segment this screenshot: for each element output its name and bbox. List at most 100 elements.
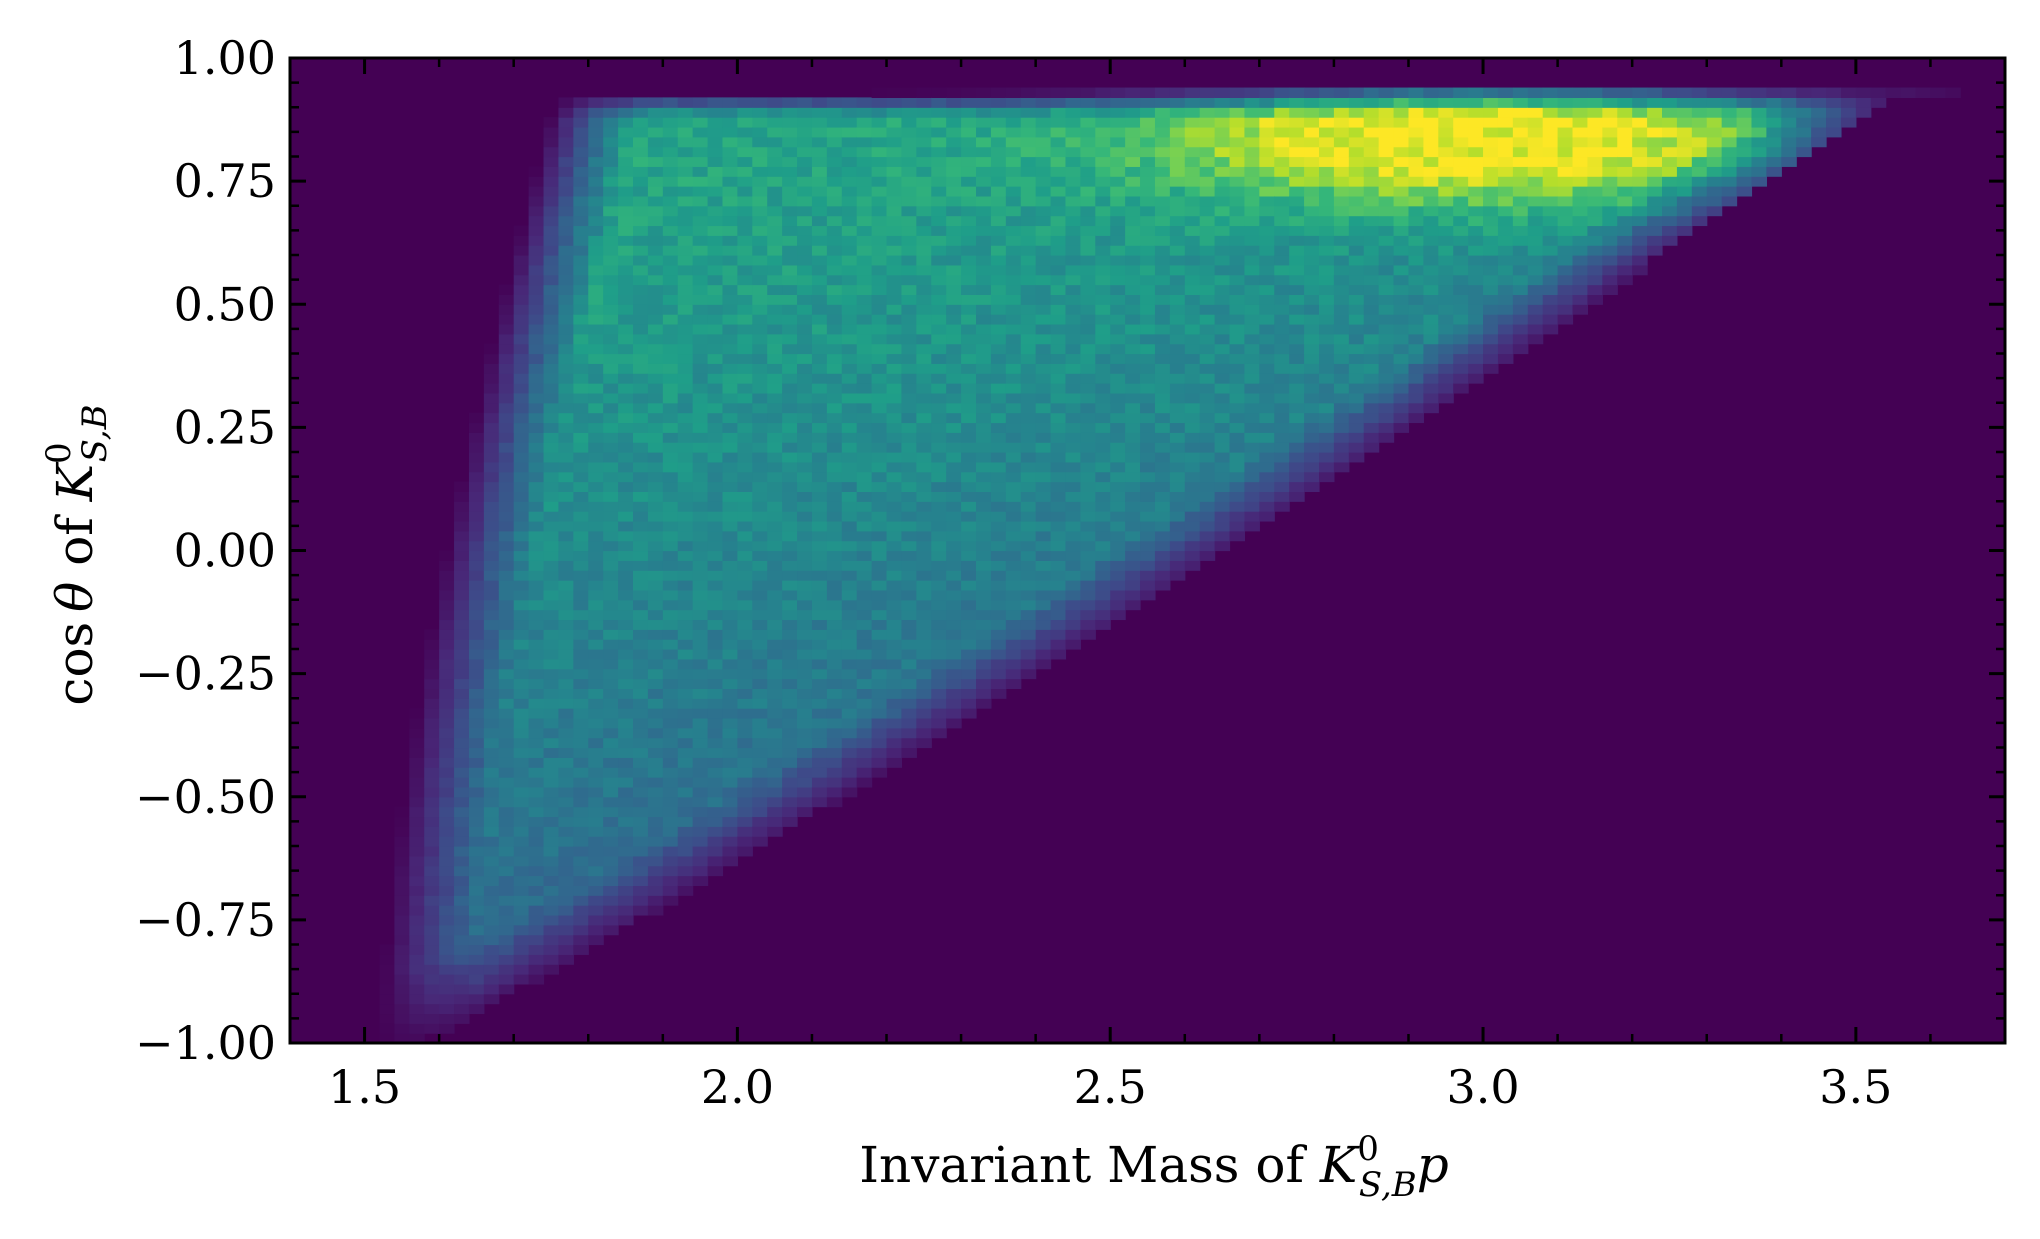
heatmap-cell [856, 97, 873, 108]
heatmap-cell [1095, 314, 1111, 325]
heatmap-cell [1527, 215, 1544, 227]
heatmap-cell [454, 570, 470, 581]
heatmap-cell [618, 126, 634, 138]
heatmap-cell [662, 708, 679, 719]
heatmap-cell [618, 530, 634, 542]
heatmap-cell [1140, 255, 1156, 266]
heatmap-cell [752, 806, 768, 818]
heatmap-cell [946, 294, 962, 305]
heatmap-cell [424, 895, 440, 906]
heatmap-cell [841, 412, 858, 424]
heatmap-cell [468, 540, 485, 552]
heatmap-cell [767, 412, 783, 424]
heatmap-cell [1662, 166, 1678, 177]
heatmap-cell [916, 235, 932, 246]
heatmap-cell [633, 540, 649, 552]
heatmap-cell [797, 629, 813, 640]
heatmap-cell [1662, 186, 1678, 197]
heatmap-cell [1453, 126, 1469, 138]
heatmap-cell [1736, 166, 1753, 177]
heatmap-cell [513, 767, 530, 778]
heatmap-cell [1095, 304, 1111, 315]
heatmap-cell [424, 678, 440, 689]
heatmap-cell [603, 284, 619, 295]
heatmap-cell [826, 540, 843, 552]
heatmap-cell [797, 97, 813, 108]
heatmap-cell [1289, 107, 1305, 118]
heatmap-cell [1214, 274, 1231, 286]
heatmap-cell [1125, 392, 1141, 404]
heatmap-cell [752, 333, 768, 345]
heatmap-cell [1154, 540, 1171, 552]
heatmap-cell [588, 245, 604, 256]
heatmap-cell [498, 580, 515, 591]
heatmap-cell [633, 717, 649, 729]
heatmap-cell [1542, 264, 1559, 276]
heatmap-cell [1229, 274, 1246, 286]
heatmap-cell [1348, 294, 1365, 305]
heatmap-cell [1259, 481, 1275, 492]
heatmap-cell [1542, 126, 1559, 138]
heatmap-cell [1423, 166, 1439, 177]
heatmap-cell [662, 471, 679, 483]
heatmap-cell [1617, 186, 1633, 197]
heatmap-cell [1110, 274, 1126, 286]
heatmap-cell [633, 383, 649, 394]
heatmap-cell [1080, 589, 1096, 601]
heatmap-cell [1348, 402, 1365, 414]
heatmap-cell [558, 924, 574, 936]
heatmap-cell [588, 619, 604, 630]
heatmap-cell [811, 215, 828, 227]
heatmap-cell [662, 865, 679, 877]
heatmap-cell [737, 107, 753, 118]
heatmap-cell [931, 107, 947, 118]
heatmap-cell [1274, 97, 1290, 108]
heatmap-cell [886, 333, 903, 345]
heatmap-cell [1826, 126, 1842, 138]
heatmap-cell [618, 599, 634, 611]
heatmap-cell [856, 609, 873, 621]
heatmap-cell [1647, 126, 1663, 138]
heatmap-cell [1587, 156, 1603, 167]
heatmap-cell [1020, 215, 1037, 227]
heatmap-cell [677, 491, 694, 502]
heatmap-cell [1438, 156, 1454, 167]
heatmap-cell [498, 895, 515, 906]
heatmap-cell [886, 412, 903, 424]
heatmap-cell [1796, 126, 1812, 138]
heatmap-cell [439, 727, 455, 739]
heatmap-cell [961, 136, 977, 148]
heatmap-cell [483, 392, 500, 404]
heatmap-cell [856, 373, 873, 384]
heatmap-cell [1438, 235, 1454, 246]
heatmap-cell [558, 885, 574, 896]
heatmap-cell [513, 363, 530, 374]
heatmap-cell [483, 757, 500, 768]
heatmap-cell [439, 767, 455, 778]
heatmap-cell [677, 580, 694, 591]
heatmap-cell [1766, 87, 1782, 98]
heatmap-cell [811, 530, 828, 542]
heatmap-cell [797, 767, 813, 778]
heatmap-cell [1468, 373, 1484, 384]
heatmap-cell [558, 284, 574, 295]
heatmap-cell [1110, 589, 1126, 601]
heatmap-cell [856, 471, 873, 483]
heatmap-cell [752, 836, 768, 847]
heatmap-cell [1244, 87, 1260, 98]
heatmap-cell [871, 97, 888, 108]
heatmap-cell [603, 757, 619, 768]
heatmap-cell [1005, 491, 1022, 502]
heatmap-cell [409, 727, 425, 739]
heatmap-cell [1662, 97, 1678, 108]
heatmap-cell [424, 698, 440, 709]
heatmap-cell [677, 885, 694, 896]
heatmap-cell [1154, 176, 1171, 187]
heatmap-cell [662, 589, 679, 601]
y-axis-label-middle: of [46, 501, 104, 581]
heatmap-cell [976, 126, 992, 138]
heatmap-cell [424, 1023, 440, 1034]
heatmap-cell [1676, 136, 1693, 148]
heatmap-cell [871, 136, 888, 148]
heatmap-cell [1080, 314, 1096, 325]
